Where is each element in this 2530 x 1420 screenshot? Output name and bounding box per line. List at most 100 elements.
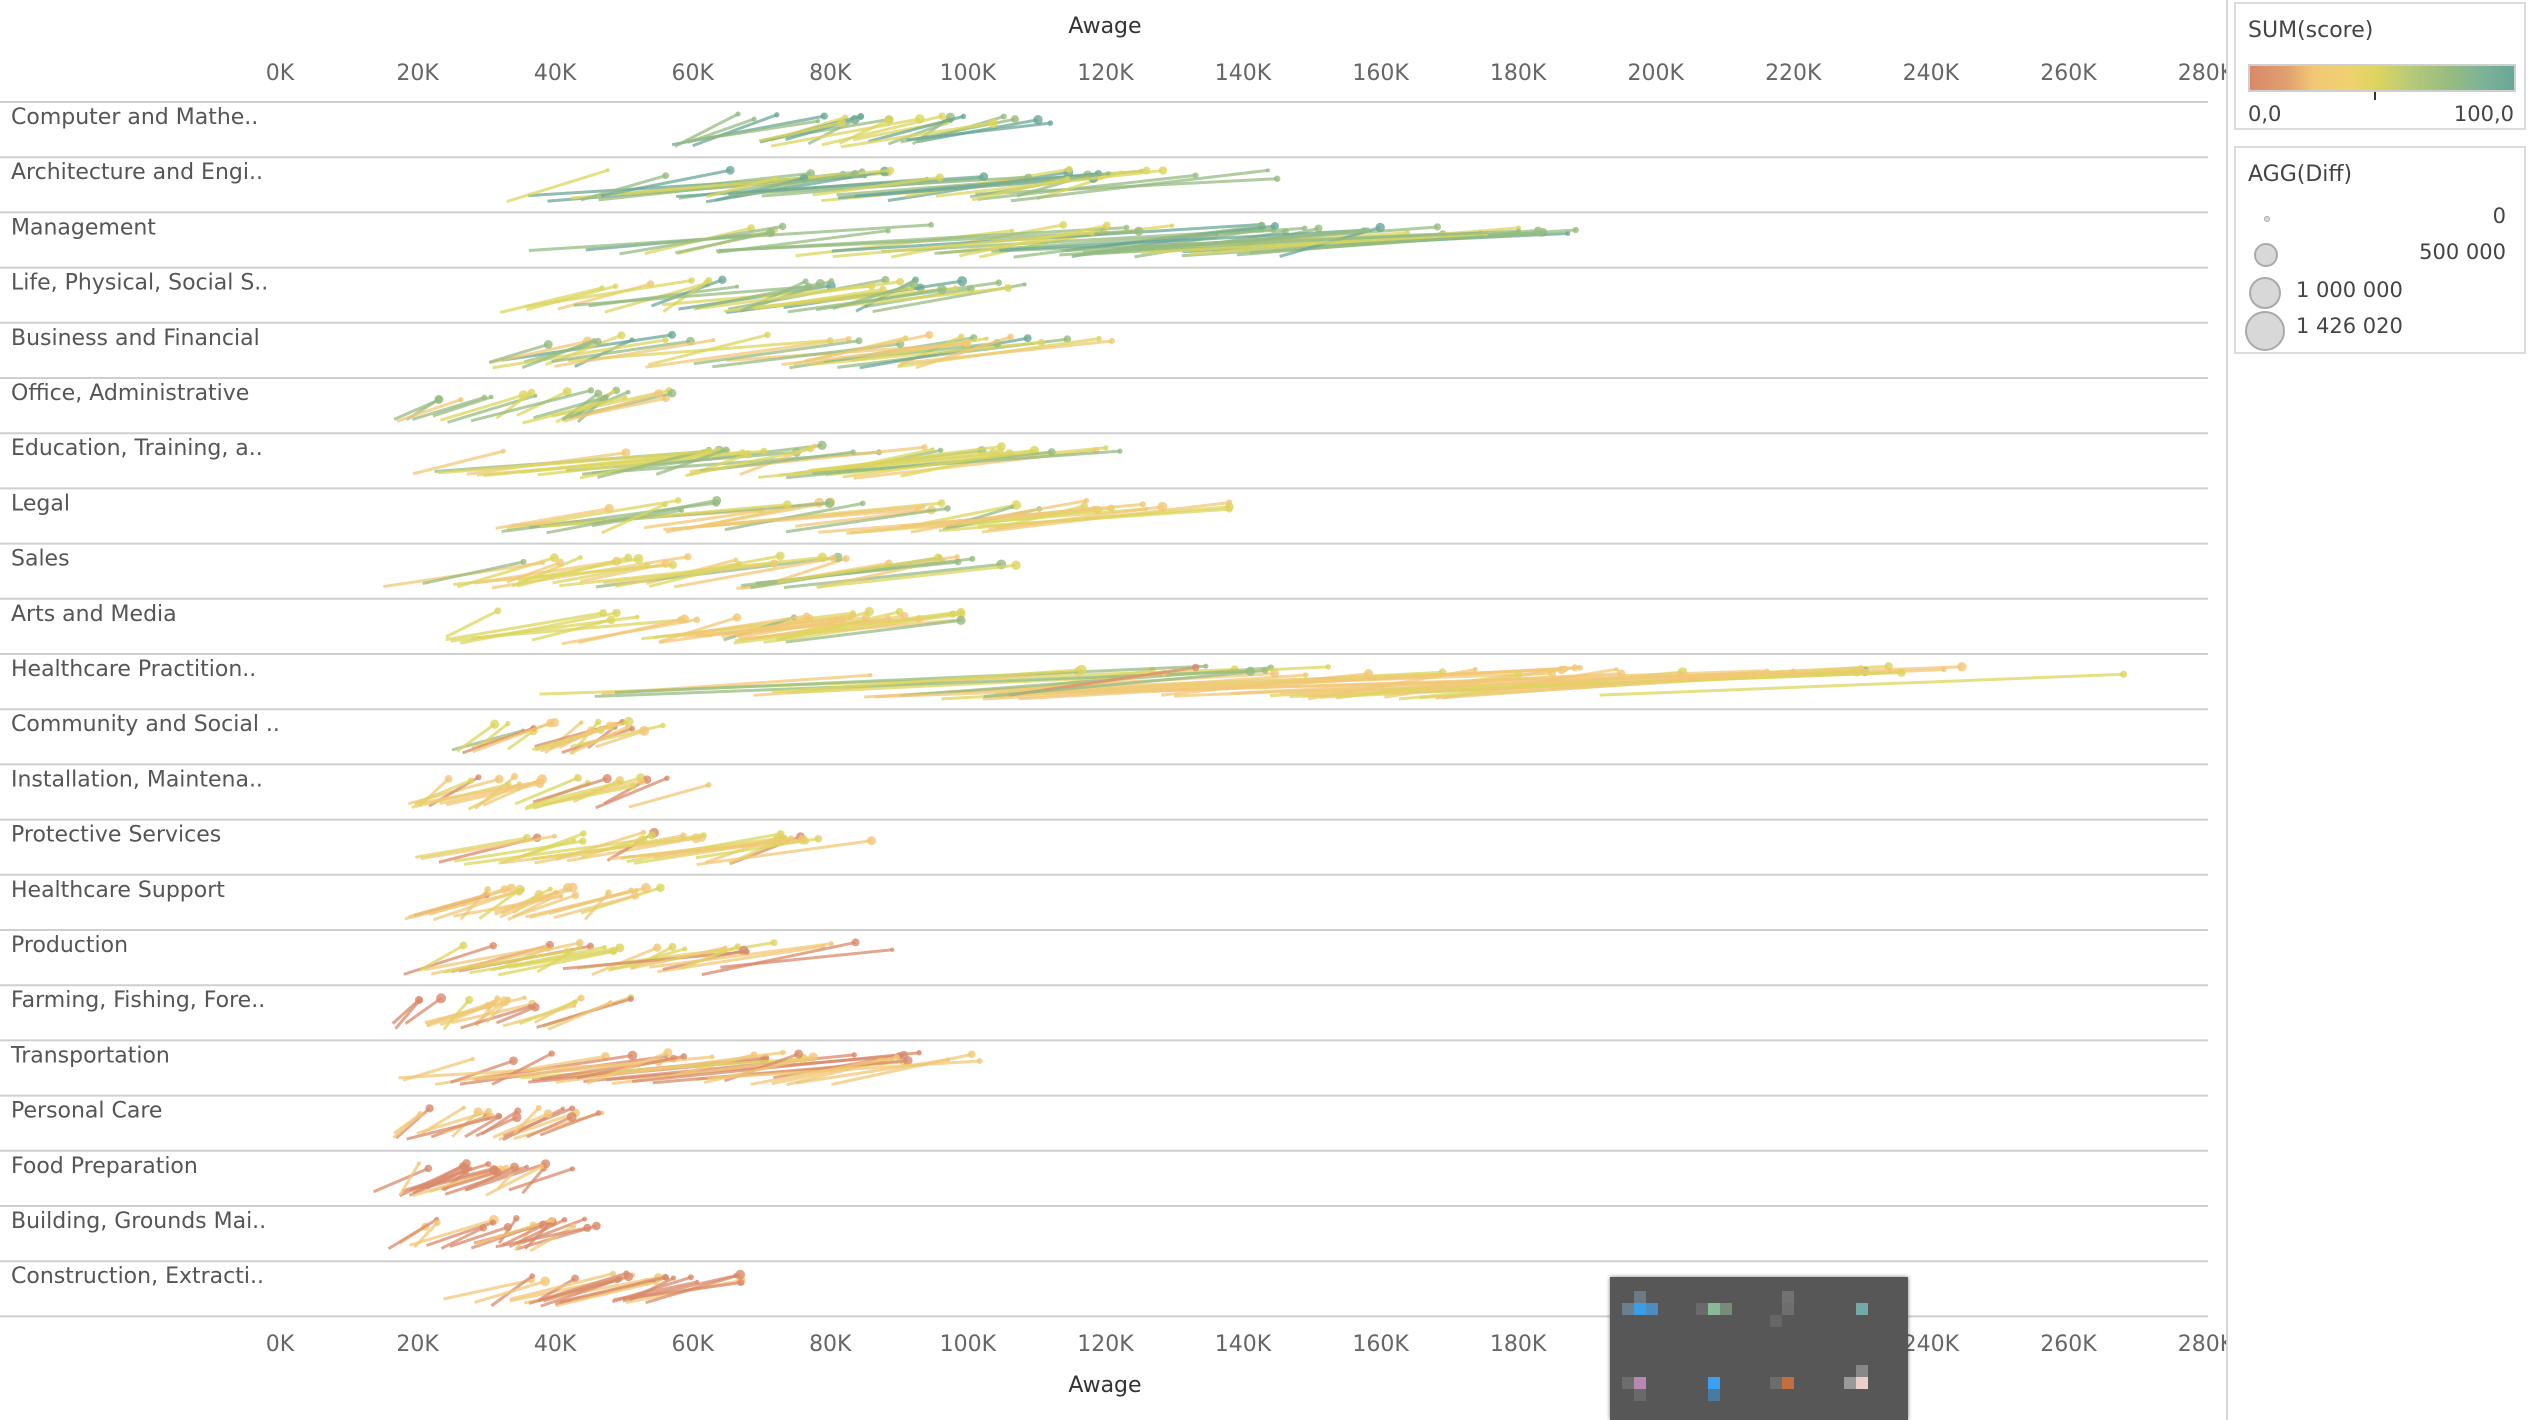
category-label: Food Preparation — [11, 1154, 198, 1179]
mark-point — [663, 1048, 673, 1058]
mark-point — [778, 222, 787, 231]
mark-line — [464, 1115, 501, 1139]
mark-point — [578, 555, 583, 560]
mark-point — [1765, 668, 1770, 674]
mark-line — [453, 895, 562, 918]
mark-point — [760, 447, 768, 455]
mark-point — [618, 779, 624, 785]
mark-point — [435, 395, 443, 404]
mark-line — [938, 505, 1230, 533]
mark-point — [595, 1110, 602, 1116]
mark-point — [627, 1050, 638, 1061]
mark-line — [809, 340, 1042, 367]
mark-point — [826, 337, 834, 344]
mark-line — [488, 343, 549, 364]
mark-line — [460, 1005, 531, 1030]
mark-point — [594, 718, 602, 726]
mark-point — [434, 1219, 441, 1226]
mark-line — [645, 337, 849, 369]
mark-point — [979, 172, 989, 181]
blurred-app-icon[interactable] — [1770, 1365, 1806, 1401]
mark-point — [903, 1055, 913, 1066]
mark-line — [673, 556, 834, 589]
mark-line — [629, 1276, 675, 1302]
mark-point — [485, 1160, 492, 1168]
size-legend-item: 500 000 — [2236, 240, 2524, 274]
blurred-app-icon[interactable] — [1622, 1291, 1658, 1327]
mark-line — [812, 175, 941, 197]
mark-point — [937, 284, 947, 295]
mark-line — [566, 836, 697, 863]
mark-line — [432, 395, 492, 418]
mark-line — [619, 224, 783, 256]
mark-line — [614, 664, 1207, 695]
size-legend[interactable]: AGG(Diff) 0 500 000 1 000 000 1 426 020 — [2234, 146, 2526, 354]
mark-line — [491, 1052, 553, 1086]
mark-point — [962, 338, 972, 348]
mark-point — [751, 116, 757, 122]
x-tick-label: 80K — [809, 61, 852, 86]
mark-line — [438, 449, 709, 475]
mark-point — [925, 330, 934, 339]
mark-line — [705, 176, 776, 199]
mark-point — [662, 172, 670, 180]
mark-line — [492, 1112, 549, 1139]
mark-point — [484, 886, 492, 893]
mark-point — [623, 716, 634, 727]
mark-point — [505, 721, 511, 727]
mark-point — [1262, 667, 1269, 674]
mark-point — [561, 1216, 568, 1223]
mark-line — [409, 1218, 495, 1247]
mark-line — [398, 1162, 421, 1196]
mark-point — [735, 1269, 746, 1280]
mark-point — [952, 285, 959, 292]
mark-point — [1108, 337, 1115, 345]
mark-line — [528, 1272, 627, 1305]
chart-area: Awage Awage 0K 0K 20K 20K 40K 40K 60K 60K 80K 80K… — [0, 14, 2228, 1398]
mark-line — [460, 611, 617, 645]
mark-point — [976, 1058, 983, 1064]
x-tick-label: 100K — [940, 61, 997, 86]
mark-point — [644, 562, 651, 569]
blurred-app-icon[interactable] — [1770, 1291, 1806, 1327]
mark-line — [506, 168, 609, 203]
blurred-app-icon[interactable] — [1696, 1291, 1732, 1327]
mark-point — [881, 275, 890, 284]
blurred-app-icon[interactable] — [1844, 1365, 1880, 1401]
mark-point — [1941, 666, 1947, 673]
mark-point — [828, 941, 834, 947]
category-label: Transportation — [10, 1043, 170, 1068]
category-label: Management — [11, 215, 156, 240]
size-dot — [2254, 243, 2278, 267]
blurred-app-icon[interactable] — [1622, 1365, 1658, 1401]
mark-point — [661, 559, 671, 568]
mark-point — [995, 279, 1003, 286]
mark-line — [439, 393, 524, 422]
mark-point — [850, 169, 860, 179]
mark-line — [472, 721, 552, 754]
mark-point — [580, 830, 587, 837]
color-legend[interactable]: SUM(score) 0,0 100,0 — [2234, 2, 2526, 130]
blurred-app-icon[interactable] — [1844, 1291, 1880, 1327]
mark-line — [977, 173, 1196, 201]
mark-point — [851, 612, 857, 618]
color-legend-title: SUM(score) — [2248, 18, 2374, 43]
mark-line — [785, 618, 962, 644]
mark-line — [412, 449, 504, 476]
blurred-app-icon[interactable] — [1696, 1365, 1732, 1401]
x-tick-label: 160K — [1352, 1332, 1409, 1357]
mark-point — [416, 997, 423, 1004]
mark-point — [543, 1109, 553, 1119]
mark-point — [524, 1164, 529, 1169]
mark-point — [638, 777, 646, 785]
taskbar-preview-popup[interactable] — [1610, 1277, 1908, 1420]
mark-point — [1065, 176, 1070, 181]
mark-point — [1224, 502, 1234, 512]
mark-point — [1325, 664, 1332, 670]
category-label: Building, Grounds Mai.. — [11, 1209, 266, 1234]
mark-point — [680, 1053, 688, 1060]
x-tick-label: 140K — [1215, 1332, 1272, 1357]
mark-line — [695, 837, 819, 860]
mark-point — [1047, 120, 1054, 126]
mark-point — [817, 440, 827, 451]
